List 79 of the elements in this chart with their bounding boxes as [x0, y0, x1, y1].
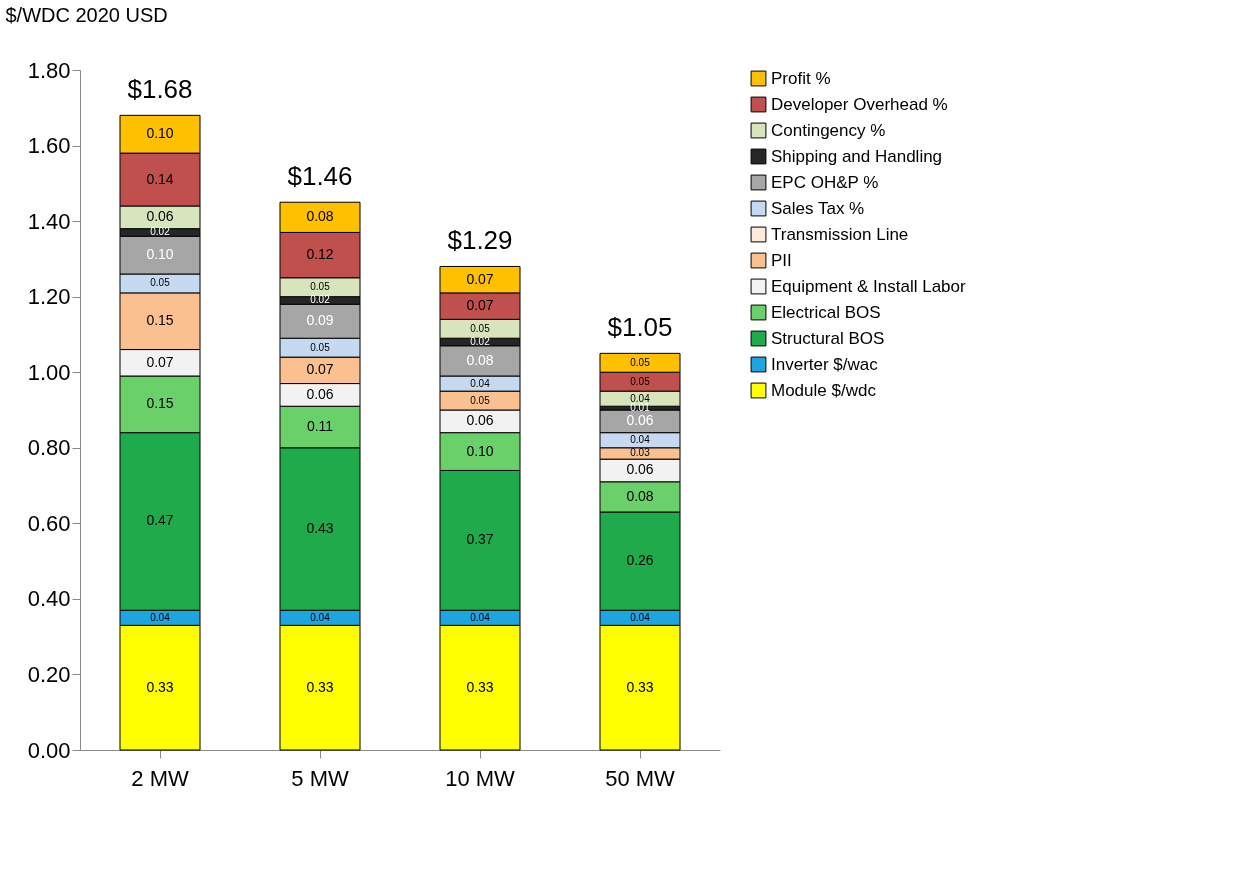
legend-label: Module $/wdc	[771, 380, 877, 400]
data-label: 0.04	[630, 611, 651, 623]
data-label: 0.09	[306, 312, 334, 329]
data-label: 0.04	[150, 611, 171, 623]
y-tick-label: 1.80	[27, 57, 71, 83]
data-label: 0.06	[306, 385, 334, 402]
legend-label: Equipment & Install Labor	[771, 276, 967, 296]
data-label: 0.07	[306, 361, 334, 378]
legend-label: Developer Overhead %	[771, 94, 948, 114]
legend-label: Structural BOS	[771, 328, 885, 348]
data-label: 0.04	[470, 377, 491, 389]
legend-label: Inverter $/wac	[771, 354, 879, 374]
legend-label: Sales Tax %	[771, 198, 865, 218]
data-label: 0.33	[466, 678, 494, 695]
y-tick-label: 1.40	[27, 208, 71, 234]
data-label: 0.05	[470, 394, 491, 406]
data-label: 0.05	[150, 277, 171, 289]
data-label: 0.12	[306, 246, 334, 263]
legend-label: PII	[771, 250, 792, 270]
data-label: 0.15	[146, 395, 174, 412]
data-label: 0.10	[146, 125, 174, 142]
total-label: $1.05	[607, 312, 673, 343]
data-label: 0.08	[626, 487, 654, 504]
y-tick-label: 0.00	[27, 737, 71, 763]
data-label: 0.37	[466, 531, 494, 548]
y-axis-title: $/WDC 2020 USD	[5, 3, 168, 26]
data-label: 0.05	[310, 341, 331, 353]
data-label: 0.03	[630, 447, 651, 459]
y-tick-label: 1.20	[27, 284, 71, 310]
legend-label: Shipping and Handling	[771, 146, 943, 166]
total-label: $1.46	[287, 161, 353, 192]
data-label: 0.08	[466, 351, 494, 368]
x-tick-label: 5 MW	[291, 765, 349, 791]
data-label: 0.05	[630, 356, 651, 368]
data-label: 0.33	[306, 678, 334, 695]
total-label: $1.29	[447, 225, 513, 256]
legend-label: Contingency %	[771, 120, 886, 140]
data-label: 0.05	[630, 375, 651, 387]
data-label: 0.33	[626, 678, 654, 695]
data-label: 0.04	[310, 611, 331, 623]
data-label: 0.47	[146, 512, 174, 529]
data-label: 0.04	[630, 434, 651, 446]
x-tick-label: 50 MW	[605, 765, 676, 791]
legend-label: Profit %	[771, 68, 831, 88]
y-tick-label: 1.60	[27, 133, 71, 159]
data-label: 0.05	[470, 322, 491, 334]
data-label: 0.06	[626, 461, 654, 478]
y-tick-label: 0.40	[27, 586, 71, 612]
data-label: 0.02	[310, 294, 331, 306]
y-tick-label: 1.00	[27, 359, 71, 385]
y-tick-label: 0.20	[27, 661, 71, 687]
data-label: 0.10	[146, 246, 174, 263]
data-label: 0.08	[306, 208, 334, 225]
data-label: 0.14	[146, 170, 174, 187]
data-label: 0.07	[466, 297, 494, 314]
y-tick-label: 0.80	[27, 435, 71, 461]
data-label: 0.06	[466, 412, 494, 429]
data-label: 0.11	[306, 418, 334, 434]
data-label: 0.02	[150, 226, 171, 238]
data-label: 0.06	[146, 208, 174, 225]
x-tick-label: 2 MW	[131, 765, 189, 791]
legend-label: Transmission Line	[771, 224, 909, 244]
x-tick-label: 10 MW	[445, 765, 516, 791]
data-label: 0.33	[146, 678, 174, 695]
y-tick-label: 0.60	[27, 510, 71, 536]
data-label: 0.05	[310, 281, 331, 293]
data-label: 0.07	[146, 353, 174, 370]
legend-label: EPC OH&P %	[771, 172, 879, 192]
data-label: 0.04	[470, 611, 491, 623]
data-label: 0.15	[146, 312, 174, 329]
data-label: 0.43	[306, 520, 334, 536]
legend-label: Electrical BOS	[771, 302, 881, 322]
data-label: 0.06	[626, 412, 654, 429]
data-label: 0.10	[466, 442, 494, 459]
data-label: 0.07	[466, 270, 494, 287]
total-label: $1.68	[127, 74, 193, 105]
data-label: 0.04	[630, 392, 651, 404]
data-label: 0.26	[626, 552, 654, 569]
data-label: 0.02	[470, 336, 491, 347]
